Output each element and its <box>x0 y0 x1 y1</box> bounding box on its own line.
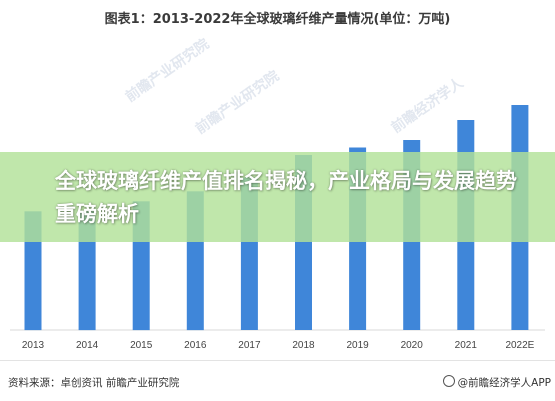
x-tick-label: 2020 <box>401 340 424 351</box>
x-tick-label: 2021 <box>455 340 478 351</box>
x-tick-label: 2016 <box>184 340 207 351</box>
x-tick-label: 2015 <box>130 340 153 351</box>
x-tick-label: 2017 <box>238 340 261 351</box>
brand-logo-icon <box>442 375 455 387</box>
chart-title: 图表1：2013-2022年全球玻璃纤维产量情况(单位：万吨) <box>104 12 451 27</box>
x-tick-label: 2019 <box>346 340 369 351</box>
brand-label: @前瞻经济学人APP <box>457 377 551 389</box>
x-tick-label: 2022E <box>505 340 534 351</box>
headline-text: 全球玻璃纤维产值排名揭秘，产业格局与发展趋势重磅解析 <box>55 169 517 226</box>
x-tick-label: 2018 <box>292 340 315 351</box>
chart-footer: 资料来源：卓创资讯 前瞻产业研究院 @前瞻经济学人APP <box>0 360 555 401</box>
x-tick-label: 2014 <box>76 340 99 351</box>
headline-banner <box>0 152 555 242</box>
source-note: 资料来源：卓创资讯 前瞻产业研究院 <box>8 377 180 389</box>
brand-credit: @前瞻经济学人APP <box>442 375 551 390</box>
x-tick-label: 2013 <box>22 340 45 351</box>
